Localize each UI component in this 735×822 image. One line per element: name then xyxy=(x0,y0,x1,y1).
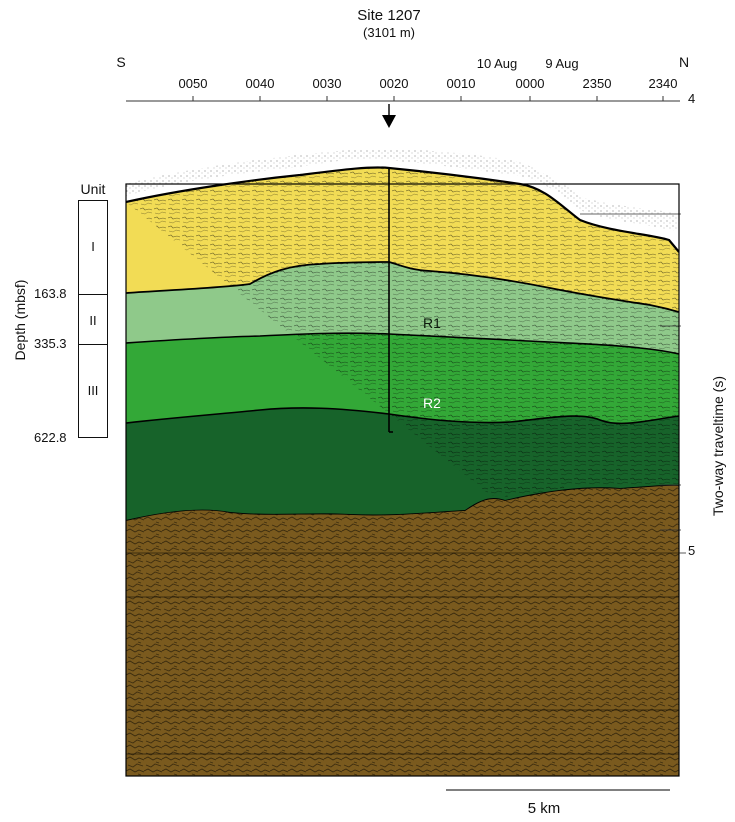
depth-boundary-1: 163.8 xyxy=(34,286,67,301)
sediment-texture xyxy=(126,167,679,497)
date-label-9-aug: 9 Aug xyxy=(545,56,579,71)
unit-divider xyxy=(79,294,107,295)
time-tick-label: 0020 xyxy=(379,76,409,91)
unit-heading: Unit xyxy=(80,181,106,197)
time-tick-label: 0000 xyxy=(515,76,545,91)
twt-axis-label: Two-way traveltime (s) xyxy=(710,375,726,517)
unit-I-label: I xyxy=(91,239,95,254)
time-tick-label: 0050 xyxy=(178,76,208,91)
unit-divider xyxy=(79,344,107,345)
twt-tick-4: 4 xyxy=(688,91,696,106)
site-arrow xyxy=(382,104,396,128)
south-label: S xyxy=(116,54,126,70)
time-tick-label: 0040 xyxy=(245,76,275,91)
unit-III-label: III xyxy=(87,383,99,398)
time-tick-label: 2350 xyxy=(582,76,612,91)
unit-II-label: II xyxy=(89,313,97,328)
unit-column xyxy=(78,200,108,438)
reflector-R2-line xyxy=(126,407,679,425)
time-tick-label: 2340 xyxy=(648,76,678,91)
north-label: N xyxy=(678,54,690,70)
section-frame xyxy=(125,183,680,777)
reflector-R2-label: R2 xyxy=(423,395,441,411)
unit-I-II-boundary xyxy=(126,261,679,313)
depth-boundary-3: 622.8 xyxy=(34,430,67,445)
twt-tick-5: 5 xyxy=(688,543,696,558)
water-depth-label: (3101 m) xyxy=(362,25,416,40)
seafloor-speckle xyxy=(126,150,679,232)
site-title: Site 1207 xyxy=(357,7,421,24)
time-tick-label: 0030 xyxy=(312,76,342,91)
time-tick-label: 0010 xyxy=(446,76,476,91)
scale-bar-label: 5 km xyxy=(527,800,561,817)
reflector-R1-label: R1 xyxy=(423,315,441,331)
seafloor-line xyxy=(126,166,679,253)
basement-texture xyxy=(126,484,679,776)
reflector-R1-line xyxy=(126,332,679,355)
twt-ticks xyxy=(580,213,686,554)
top-axis-ticks xyxy=(192,96,664,101)
depth-boundary-2: 335.3 xyxy=(34,336,67,351)
timing-lines xyxy=(126,552,679,755)
date-label-10-aug: 10 Aug xyxy=(476,56,518,71)
depth-axis-label: Depth (mbsf) xyxy=(12,279,28,361)
